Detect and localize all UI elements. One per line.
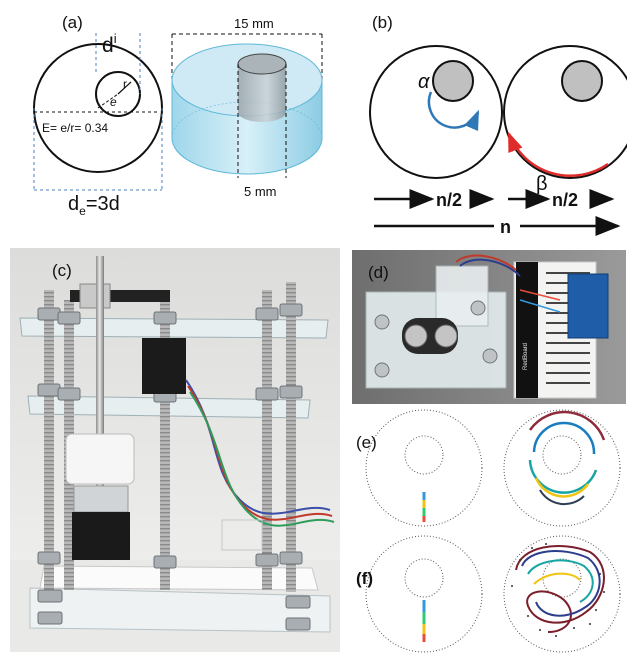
f-right-stretch-4 [533,572,581,585]
alpha-arrow [427,91,480,132]
pulley-left [404,324,428,348]
panel-d-photo: RedBoard (d) [352,250,626,404]
panel-c-photo: (c) [10,248,340,652]
arduino-board [567,273,609,339]
de-label: de=3d [68,193,120,218]
panel-b-label: (b) [372,13,393,32]
stepper-motor-top [142,338,186,394]
cylinder-3d: 15 mm 5 mm [171,16,323,199]
e-right-arc-2 [532,421,596,455]
panel-f-label: (f) [356,569,373,588]
f-right-stretch-1 [515,545,605,633]
f-right-stretch-3 [527,559,594,603]
eccentricity-equation: E= e/r= 0.34 [42,121,108,135]
right-cylinder-inner [561,60,603,102]
inner-hole-top [237,53,287,75]
beta-label: β [536,173,548,195]
e-right-arc-1 [528,410,606,441]
dim-5-text: 5 mm [244,184,277,199]
e-left-outer [365,409,483,527]
panel-e: (e) [356,409,621,527]
f-right-outer [503,535,621,653]
left-cylinder-inner [432,60,474,102]
central-rod [96,256,104,516]
bearing [73,485,129,513]
half-label-1: n/2 [436,190,462,210]
left-cylinder-outer [369,45,503,179]
e-right-arc-4 [534,477,590,498]
e-right-arc-3 [528,459,598,494]
acrylic-riser [435,265,489,327]
right-cylinder-outer [503,45,627,179]
f-left-outer [365,535,483,653]
e-right-inner [542,435,582,475]
radius-line [117,81,132,95]
e-left-inner [404,435,444,475]
white-holder [65,433,135,485]
di-label: di [102,31,117,57]
half-label-2: n/2 [552,190,578,210]
threaded-rod-1 [44,290,54,590]
board-text: RedBoard [523,343,529,370]
dim-15-text: 15 mm [234,16,274,31]
inner-hole [238,64,286,122]
wire-blue [459,258,521,277]
f-right-dots [511,543,605,637]
panel-d-label: (d) [368,263,389,282]
pulley [79,283,111,309]
r-label: r [123,77,127,91]
panel-a-label: (a) [62,13,83,32]
board-strip [516,262,538,398]
threaded-rod-3 [160,300,170,590]
e-right-outer [503,409,621,527]
pulley-right [434,324,458,348]
base-cutout [221,519,263,551]
f-right-inner [542,558,582,598]
corner-nuts [374,300,498,378]
f-left-inner [404,558,444,598]
jumper-2 [519,299,561,313]
eccentricity-line [97,93,119,109]
panel-a: (a) di r e E= e/r= 0.34 de=3d 15 mm [33,13,323,218]
alpha-label: α [418,71,430,93]
panel-c-label: (c) [52,261,72,280]
stepper-motor-bottom [72,512,130,560]
wire-red [455,254,517,271]
nuts [37,303,311,631]
f-right-stretch-2 [521,550,601,617]
white-plate [39,565,319,591]
threaded-rod-5 [286,282,296,592]
cable-green [189,391,335,527]
e-label: e [110,95,117,109]
beta-arrow [507,131,609,178]
acrylic-base [29,587,331,633]
jumper-1 [519,289,561,301]
e-right-arc-5 [539,489,585,506]
panel-b: (b) α β n/2 n/2 n [369,13,627,237]
full-label: n [500,217,511,237]
threaded-rod-4 [262,290,272,590]
panel-e-label: (e) [356,433,377,452]
panel-f: (f) [356,535,621,653]
